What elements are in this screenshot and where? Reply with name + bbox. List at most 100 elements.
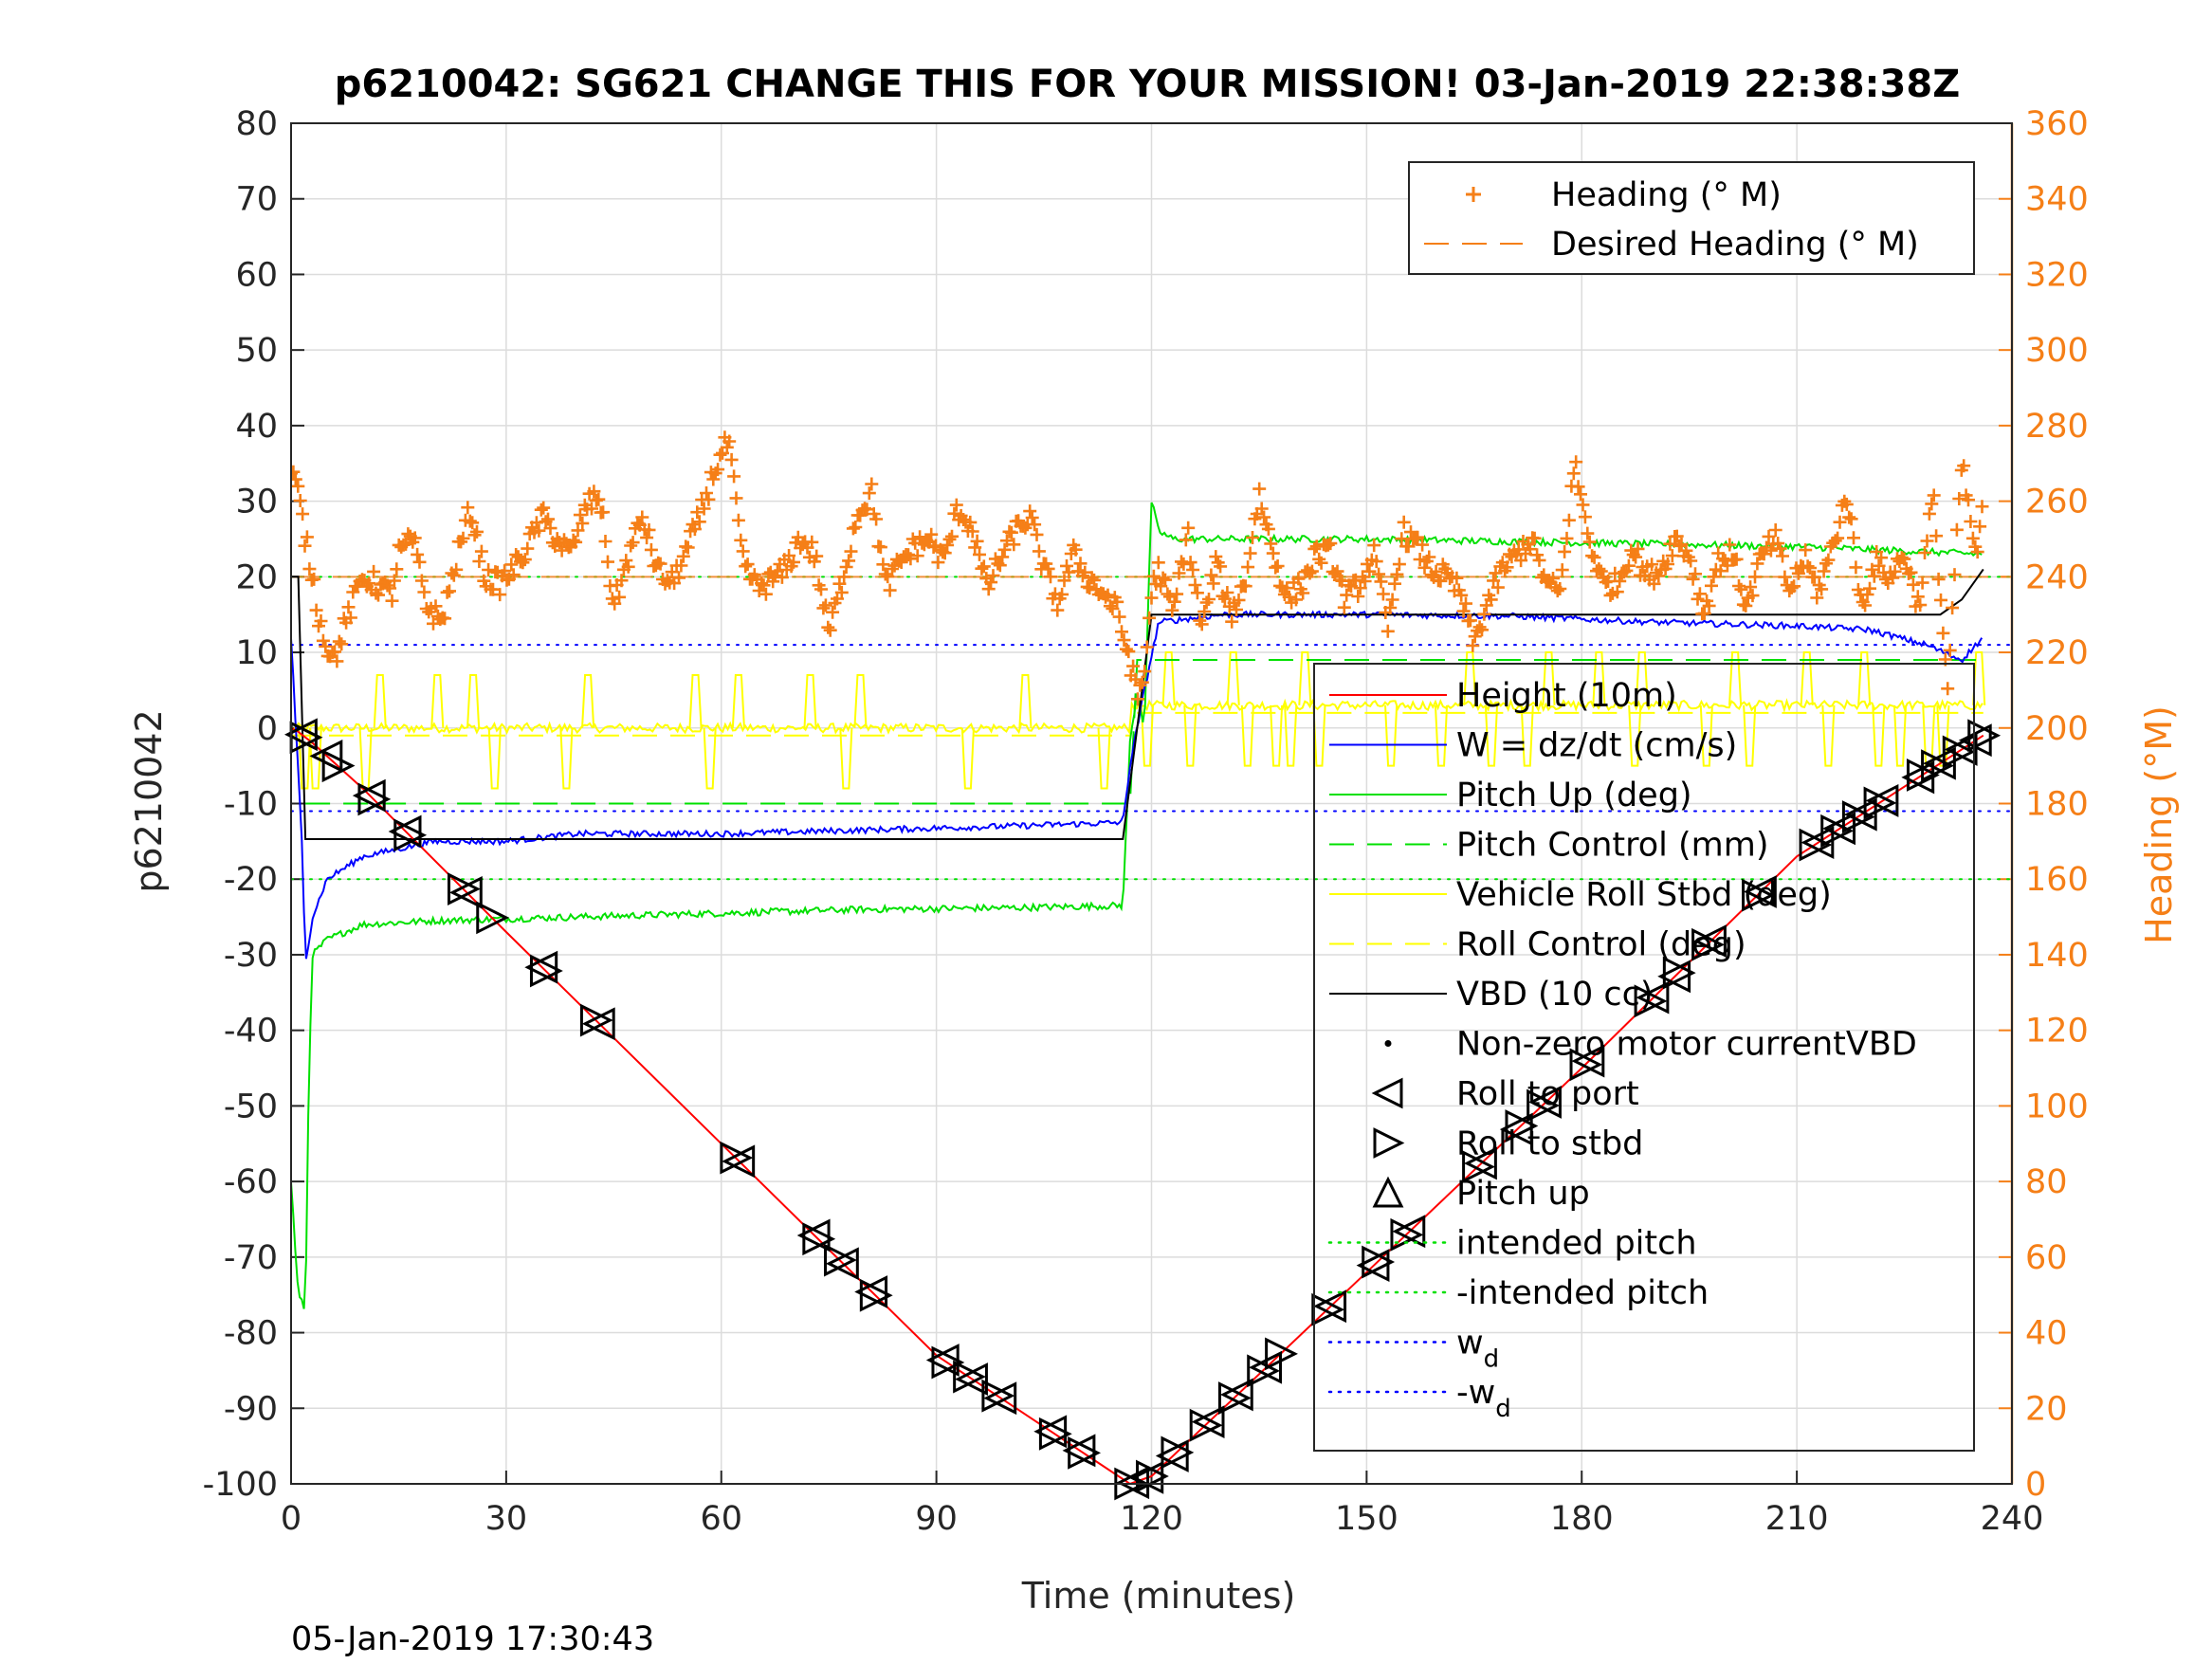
heading-point (834, 585, 849, 599)
x-tick-label: 210 (1765, 1500, 1829, 1538)
heading-point (1768, 523, 1782, 537)
roll-to-port-marker (1571, 1044, 1605, 1078)
y-tick-label-left: 60 (235, 256, 278, 294)
heading-point (1140, 640, 1154, 654)
heading-point (1397, 515, 1411, 529)
legend-main-label-text: intended pitch (1456, 1225, 1697, 1263)
heading-point (1965, 531, 1980, 545)
roll-spike (731, 673, 745, 728)
marker-layer (283, 718, 2002, 1501)
heading-point (1910, 590, 1925, 604)
roll-spike (1872, 704, 1886, 767)
roll-spike (960, 727, 975, 790)
roll-to-stbd-marker (720, 1141, 754, 1175)
legend-main-label-text: Non-zero motor currentVBD (1456, 1026, 1917, 1064)
heading-point (1179, 533, 1193, 547)
heading-point (1750, 557, 1764, 571)
heading-point (1842, 510, 1856, 524)
heading-point (973, 547, 986, 561)
heading-point (1321, 538, 1335, 552)
roll-spike (853, 673, 868, 728)
heading-point (1776, 549, 1789, 563)
heading-point (1915, 576, 1929, 590)
heading-point (1232, 593, 1246, 607)
y-axis-label-left: p6210042 (128, 709, 170, 892)
heading-point (1847, 531, 1860, 545)
heading-point (1388, 576, 1401, 591)
heading-point (1252, 482, 1267, 496)
heading-point (369, 586, 383, 600)
heading-point (372, 588, 385, 602)
heading-point (543, 521, 558, 536)
heading-point (1803, 561, 1817, 575)
heading-point (963, 515, 978, 529)
roll-to-stbd-marker (1217, 1381, 1252, 1415)
heading-point (1560, 531, 1574, 545)
heading-point (1585, 549, 1600, 563)
roll-spike (1728, 651, 1743, 705)
y-tick-label-left: -70 (224, 1239, 278, 1277)
roll-to-stbd-marker (1161, 1435, 1195, 1470)
roll-spike (839, 727, 853, 790)
heading-point (1941, 682, 1955, 696)
roll-to-stbd-marker (931, 1345, 965, 1380)
heading-point (1975, 500, 1989, 514)
heading-point (1330, 564, 1344, 578)
heading-point (1925, 497, 1939, 511)
heading-point (1307, 541, 1322, 556)
roll-to-port-marker (1155, 1439, 1189, 1472)
roll-to-port-marker (388, 814, 422, 849)
heading-point (537, 501, 551, 515)
roll-to-stbd-marker (824, 1243, 857, 1277)
y-tick-label-left: -50 (224, 1088, 278, 1125)
heading-point (1665, 549, 1679, 563)
heading-point (1546, 572, 1560, 585)
heading-point (1582, 535, 1597, 549)
heading-point (672, 571, 686, 585)
footer-timestamp: 05-Jan-2019 17:30:43 (291, 1620, 654, 1658)
heading-point (1246, 531, 1259, 544)
roll-to-stbd-marker (357, 782, 392, 816)
heading-point (1897, 552, 1911, 566)
heading-point (486, 582, 500, 596)
heading-point (1383, 601, 1398, 614)
heading-point (1957, 459, 1971, 473)
heading-point (1103, 599, 1117, 613)
heading-point (399, 537, 412, 551)
heading-point (1044, 570, 1057, 584)
heading-point (1849, 560, 1863, 575)
heading-point (1422, 550, 1436, 564)
roll-spike (373, 673, 387, 728)
heading-point (1280, 581, 1294, 595)
legend-main-label: Roll to stbd (1456, 1125, 1643, 1163)
roll-to-stbd-marker (1863, 786, 1897, 820)
heading-series (291, 430, 1989, 706)
heading-point (1416, 538, 1430, 552)
heading-point (1931, 572, 1946, 586)
legend-main-label: W = dz/dt (cm/s) (1456, 727, 1737, 765)
heading-point (569, 535, 583, 549)
heading-point (1601, 575, 1616, 588)
y-tick-label-left: -80 (224, 1315, 278, 1353)
heading-point (1922, 506, 1936, 521)
heading-point (1553, 582, 1567, 595)
heading-point (941, 538, 955, 552)
heading-point (447, 568, 461, 582)
heading-point (766, 575, 780, 589)
heading-point (931, 556, 945, 570)
roll-to-stbd-marker (476, 901, 510, 935)
roll-spike (1284, 704, 1298, 767)
roll-to-stbd-marker (1362, 1245, 1396, 1279)
heading-point (700, 486, 713, 500)
legend-main-label-text: -w (1456, 1374, 1495, 1412)
heading-point (1920, 534, 1934, 548)
heading-point (1055, 587, 1069, 601)
heading-point (1353, 581, 1367, 595)
roll-spike (1270, 704, 1284, 767)
heading-point (997, 542, 1012, 557)
heading-point (1241, 560, 1255, 575)
heading-point (1110, 594, 1124, 609)
heading-point (1831, 531, 1845, 545)
roll-to-stbd-marker (1799, 828, 1833, 862)
roll-to-stbd-marker (1634, 984, 1668, 1018)
